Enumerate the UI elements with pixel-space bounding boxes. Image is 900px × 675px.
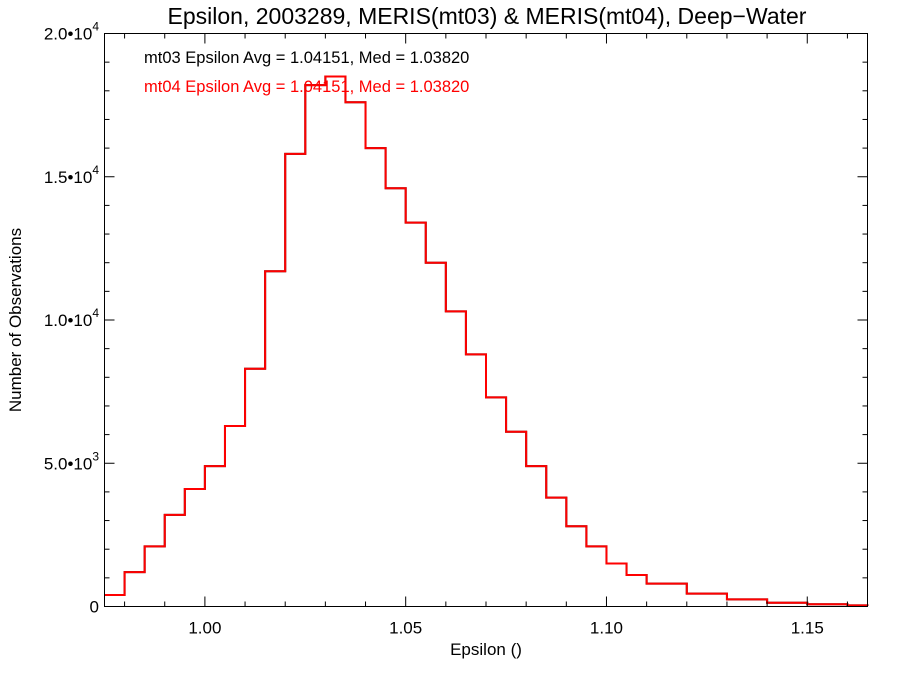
legend-entry-mt03: mt03 Epsilon Avg = 1.04151, Med = 1.0382…: [144, 49, 469, 67]
plot-frame: [104, 33, 868, 607]
x-tick-label: 1.00: [188, 619, 221, 638]
chart-title: Epsilon, 2003289, MERIS(mt03) & MERIS(mt…: [168, 3, 807, 29]
y-tick-label: 2.0•104: [44, 20, 100, 44]
y-tick-label: 1.5•104: [44, 163, 100, 187]
x-tick-label: 1.15: [791, 619, 824, 638]
ticks-layer: [104, 33, 868, 607]
series-line-1: [104, 75, 869, 607]
series-layer: [104, 75, 869, 607]
y-tick-label: 1.0•104: [44, 306, 100, 330]
legend: mt03 Epsilon Avg = 1.04151, Med = 1.0382…: [144, 49, 469, 96]
x-tick-label: 1.05: [389, 619, 422, 638]
y-tick-label: 5.0•103: [44, 449, 100, 473]
x-axis-label: Epsilon (): [450, 640, 522, 659]
y-axis-label: Number of Observations: [6, 228, 25, 412]
tick-labels-layer: 1.00 1.05 1.10 1.15 0 5.0•103 1.0•104 1.5•104 2.…: [44, 20, 824, 638]
series-line-0: [104, 75, 869, 607]
legend-entry-mt04: mt04 Epsilon Avg = 1.04151, Med = 1.0382…: [144, 78, 469, 96]
x-tick-label: 1.10: [590, 619, 623, 638]
y-tick-label: 0: [90, 598, 99, 617]
